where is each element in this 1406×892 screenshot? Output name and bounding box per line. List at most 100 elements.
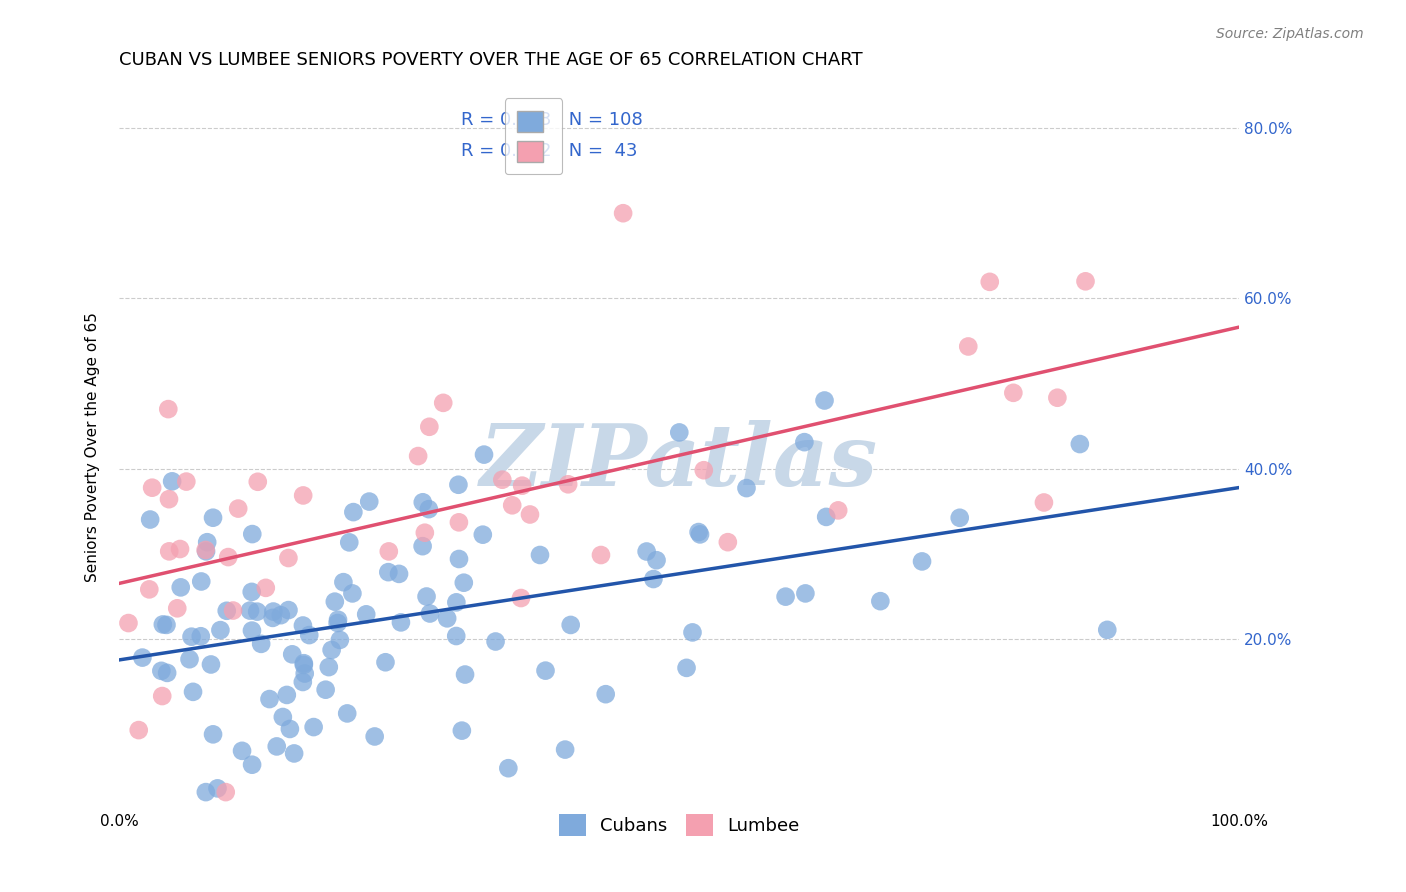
- Point: [336, 706, 359, 721]
- Point: [246, 475, 269, 489]
- Point: [131, 650, 153, 665]
- Point: [160, 475, 183, 489]
- Point: [195, 535, 218, 549]
- Point: [298, 628, 321, 642]
- Point: [262, 611, 284, 625]
- Point: [717, 535, 740, 549]
- Point: [170, 580, 193, 594]
- Point: [447, 477, 470, 491]
- Point: [283, 747, 305, 761]
- Point: [318, 660, 340, 674]
- Point: [688, 524, 710, 539]
- Point: [157, 492, 180, 507]
- Point: [217, 550, 239, 565]
- Point: [278, 722, 301, 736]
- Point: [645, 553, 668, 567]
- Point: [444, 629, 467, 643]
- Point: [190, 574, 212, 589]
- Point: [337, 535, 360, 549]
- Point: [418, 502, 440, 516]
- Point: [291, 618, 314, 632]
- Point: [643, 572, 665, 586]
- Point: [815, 509, 838, 524]
- Legend: Cubans, Lumbee: Cubans, Lumbee: [551, 807, 807, 844]
- Point: [270, 608, 292, 623]
- Point: [239, 604, 262, 618]
- Point: [262, 605, 284, 619]
- Point: [510, 478, 533, 492]
- Point: [180, 630, 202, 644]
- Point: [209, 623, 232, 637]
- Point: [195, 544, 218, 558]
- Point: [240, 757, 263, 772]
- Point: [276, 688, 298, 702]
- Point: [775, 590, 797, 604]
- Point: [169, 541, 191, 556]
- Point: [693, 463, 716, 477]
- Point: [202, 510, 225, 524]
- Point: [471, 527, 494, 541]
- Point: [138, 582, 160, 597]
- Point: [446, 595, 468, 609]
- Point: [869, 594, 891, 608]
- Point: [128, 723, 150, 737]
- Point: [450, 723, 472, 738]
- Point: [412, 495, 434, 509]
- Point: [1074, 274, 1097, 288]
- Point: [315, 682, 337, 697]
- Point: [413, 525, 436, 540]
- Point: [675, 661, 697, 675]
- Point: [200, 657, 222, 672]
- Text: Source: ZipAtlas.com: Source: ZipAtlas.com: [1216, 27, 1364, 41]
- Point: [291, 675, 314, 690]
- Point: [156, 665, 179, 680]
- Point: [342, 586, 364, 600]
- Point: [157, 544, 180, 558]
- Point: [827, 503, 849, 517]
- Point: [735, 481, 758, 495]
- Point: [472, 448, 495, 462]
- Point: [1002, 385, 1025, 400]
- Point: [388, 566, 411, 581]
- Point: [415, 590, 437, 604]
- Point: [419, 607, 441, 621]
- Point: [354, 607, 377, 622]
- Point: [202, 727, 225, 741]
- Point: [302, 720, 325, 734]
- Point: [190, 629, 212, 643]
- Point: [194, 543, 217, 558]
- Point: [1097, 623, 1119, 637]
- Point: [292, 657, 315, 672]
- Text: CUBAN VS LUMBEE SENIORS POVERTY OVER THE AGE OF 65 CORRELATION CHART: CUBAN VS LUMBEE SENIORS POVERTY OVER THE…: [120, 51, 863, 69]
- Point: [222, 603, 245, 617]
- Point: [215, 785, 238, 799]
- Point: [682, 625, 704, 640]
- Point: [139, 512, 162, 526]
- Point: [557, 477, 579, 491]
- Point: [389, 615, 412, 630]
- Point: [793, 435, 815, 450]
- Point: [150, 689, 173, 703]
- Point: [979, 275, 1001, 289]
- Point: [240, 624, 263, 638]
- Point: [595, 687, 617, 701]
- Point: [326, 613, 349, 627]
- Point: [406, 449, 429, 463]
- Point: [636, 544, 658, 558]
- Point: [689, 527, 711, 541]
- Point: [1032, 495, 1054, 509]
- Point: [363, 730, 385, 744]
- Point: [277, 551, 299, 566]
- Point: [207, 781, 229, 796]
- Point: [181, 685, 204, 699]
- Point: [491, 473, 513, 487]
- Y-axis label: Seniors Poverty Over the Age of 65: Seniors Poverty Over the Age of 65: [86, 312, 100, 582]
- Point: [377, 565, 399, 579]
- Point: [1046, 391, 1069, 405]
- Point: [292, 488, 315, 502]
- Point: [589, 548, 612, 562]
- Point: [378, 544, 401, 558]
- Point: [510, 591, 533, 605]
- Point: [447, 552, 470, 566]
- Point: [418, 419, 440, 434]
